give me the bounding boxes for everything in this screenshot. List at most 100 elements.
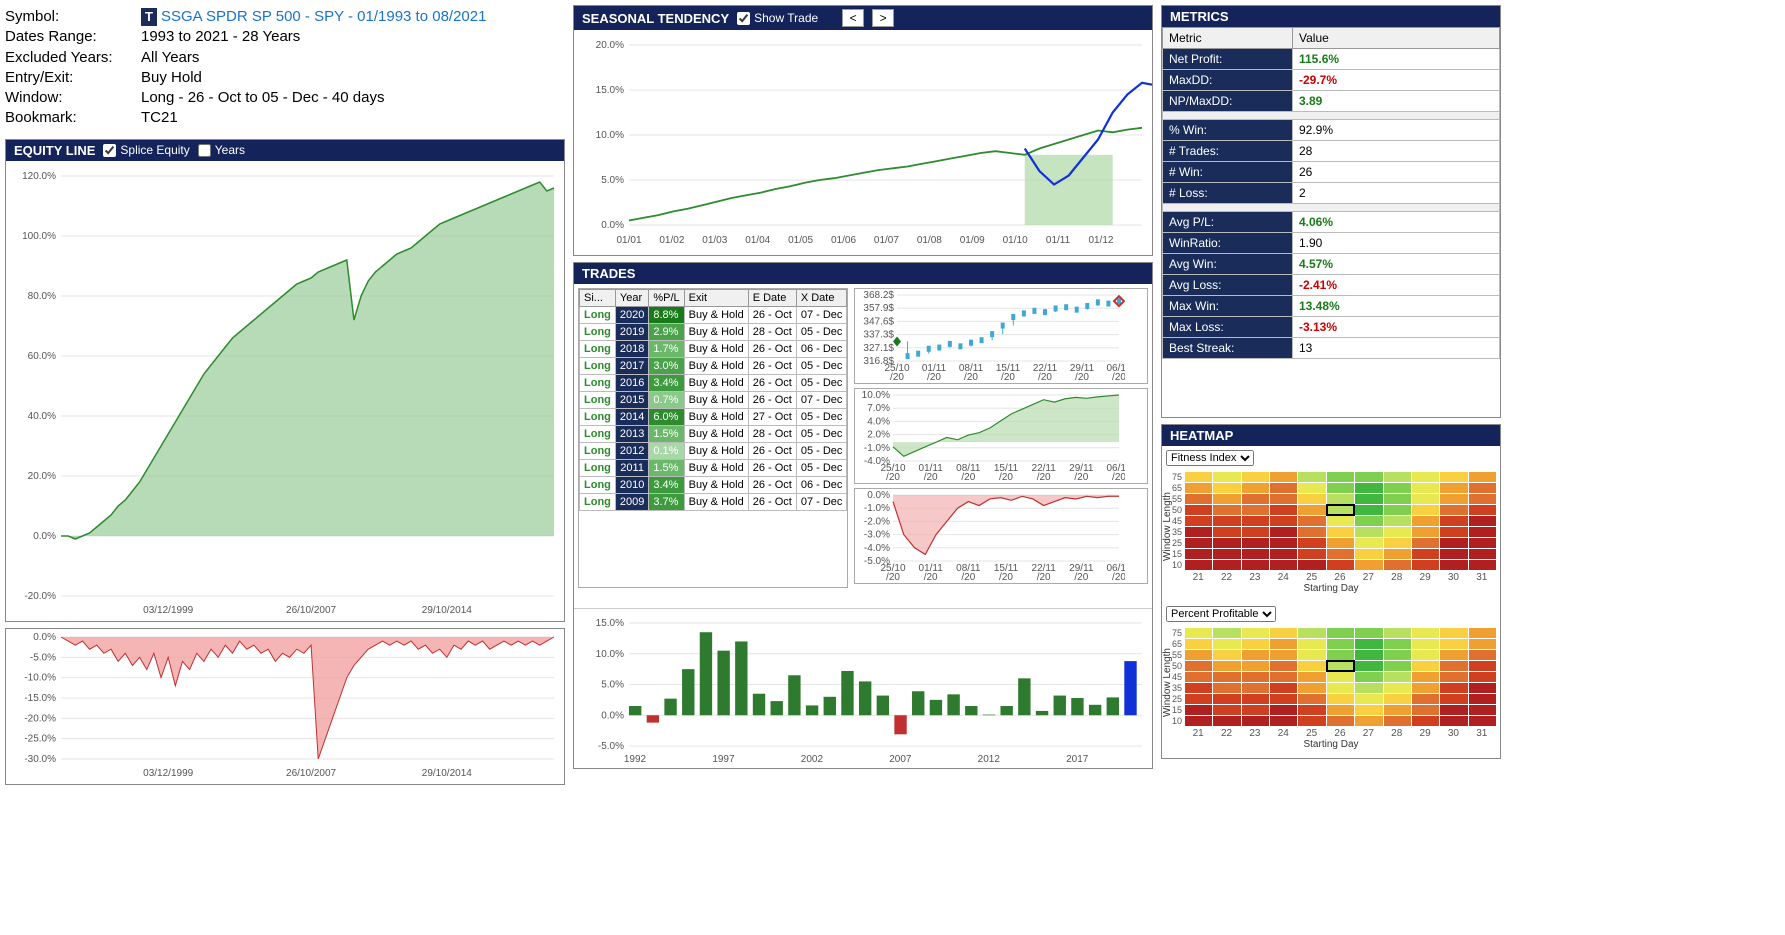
heatmap-cell[interactable]: [1440, 494, 1467, 504]
table-row[interactable]: Long20111.5%Buy & Hold26 - Oct05 - Dec: [580, 460, 847, 477]
table-row[interactable]: Long20192.9%Buy & Hold28 - Oct05 - Dec: [580, 324, 847, 341]
heatmap-cell[interactable]: [1213, 694, 1240, 704]
heatmap-cell[interactable]: [1242, 538, 1269, 548]
heatmap-cell[interactable]: [1469, 549, 1496, 559]
heatmap-cell[interactable]: [1185, 549, 1212, 559]
heatmap-cell[interactable]: [1412, 549, 1439, 559]
heatmap-cell[interactable]: [1270, 650, 1297, 660]
heatmap-cell[interactable]: [1327, 628, 1354, 638]
chk-show-trade[interactable]: Show Trade: [737, 11, 818, 25]
heatmap-cell[interactable]: [1412, 661, 1439, 671]
heatmap-cell[interactable]: [1298, 472, 1325, 482]
heatmap-cell[interactable]: [1185, 527, 1212, 537]
heatmap-cell[interactable]: [1355, 538, 1382, 548]
heatmap-cell[interactable]: [1412, 639, 1439, 649]
heatmap-cell[interactable]: [1298, 694, 1325, 704]
table-row[interactable]: Long20181.7%Buy & Hold26 - Oct06 - Dec: [580, 341, 847, 358]
heatmap-cell[interactable]: [1185, 494, 1212, 504]
table-row[interactable]: Long20103.4%Buy & Hold26 - Oct06 - Dec: [580, 477, 847, 494]
heatmap-cell[interactable]: [1185, 516, 1212, 526]
heatmap-cell[interactable]: [1412, 628, 1439, 638]
heatmap-cell[interactable]: [1327, 716, 1354, 726]
heatmap-cell[interactable]: [1412, 472, 1439, 482]
heatmap-cell[interactable]: [1298, 538, 1325, 548]
heatmap-cell[interactable]: [1270, 672, 1297, 682]
heatmap-cell[interactable]: [1242, 483, 1269, 493]
heatmap-cell[interactable]: [1242, 683, 1269, 693]
heatmap-cell[interactable]: [1327, 694, 1354, 704]
heatmap-cell[interactable]: [1384, 716, 1411, 726]
heatmap-cell[interactable]: [1412, 560, 1439, 570]
table-row[interactable]: Long20120.1%Buy & Hold26 - Oct05 - Dec: [580, 443, 847, 460]
heatmap-cell[interactable]: [1270, 560, 1297, 570]
heatmap-cell[interactable]: [1242, 505, 1269, 515]
heatmap-cell[interactable]: [1469, 628, 1496, 638]
heatmap-cell[interactable]: [1355, 683, 1382, 693]
heatmap-cell[interactable]: [1469, 538, 1496, 548]
heatmap-cell[interactable]: [1440, 483, 1467, 493]
heatmap-cell[interactable]: [1469, 650, 1496, 660]
heatmap-cell[interactable]: [1355, 527, 1382, 537]
heatmap-cell[interactable]: [1270, 694, 1297, 704]
heatmap-cell[interactable]: [1327, 672, 1354, 682]
heatmap-cell[interactable]: [1355, 483, 1382, 493]
heatmap-cell[interactable]: [1213, 560, 1240, 570]
heatmap-cell[interactable]: [1412, 694, 1439, 704]
heatmap-cell[interactable]: [1185, 661, 1212, 671]
table-row[interactable]: Long20131.5%Buy & Hold28 - Oct05 - Dec: [580, 426, 847, 443]
heatmap-cell[interactable]: [1327, 472, 1354, 482]
heatmap-cell[interactable]: [1355, 705, 1382, 715]
heatmap-cell[interactable]: [1213, 549, 1240, 559]
chk-years[interactable]: Years: [198, 143, 245, 157]
heatmap-cell[interactable]: [1384, 639, 1411, 649]
heatmap-cell[interactable]: [1298, 661, 1325, 671]
heatmap-cell[interactable]: [1213, 672, 1240, 682]
heatmap-cell[interactable]: [1384, 527, 1411, 537]
heatmap-cell[interactable]: [1384, 472, 1411, 482]
heatmap-cell[interactable]: [1412, 650, 1439, 660]
trades-col[interactable]: Exit: [684, 290, 748, 307]
heatmap-cell[interactable]: [1327, 516, 1354, 526]
heatmap-cell[interactable]: [1270, 527, 1297, 537]
heatmap-cell[interactable]: [1298, 560, 1325, 570]
heatmap-cell[interactable]: [1412, 483, 1439, 493]
heatmap-cell[interactable]: [1213, 483, 1240, 493]
table-row[interactable]: Long20093.7%Buy & Hold26 - Oct07 - Dec: [580, 494, 847, 511]
heatmap-cell[interactable]: [1384, 516, 1411, 526]
heatmap-cell[interactable]: [1384, 628, 1411, 638]
trades-col[interactable]: X Date: [796, 290, 847, 307]
trades-hscroll[interactable]: [578, 588, 848, 604]
heatmap-cell[interactable]: [1242, 527, 1269, 537]
heatmap-cell[interactable]: [1469, 716, 1496, 726]
heatmap-cell[interactable]: [1298, 494, 1325, 504]
heatmap-cell[interactable]: [1440, 472, 1467, 482]
trades-col[interactable]: Si...: [580, 290, 616, 307]
heatmap-cell[interactable]: [1185, 683, 1212, 693]
heatmap-cell[interactable]: [1185, 483, 1212, 493]
symbol-link[interactable]: SSGA SPDR SP 500 - SPY - 01/1993 to 08/2…: [161, 8, 487, 25]
heatmap-cell[interactable]: [1469, 527, 1496, 537]
heatmap-cell[interactable]: [1185, 472, 1212, 482]
heatmap-cell[interactable]: [1384, 683, 1411, 693]
heatmap-cell[interactable]: [1327, 661, 1354, 671]
heatmap-cell[interactable]: [1384, 538, 1411, 548]
heatmap-cell[interactable]: [1469, 672, 1496, 682]
heatmap-cell[interactable]: [1355, 639, 1382, 649]
heatmap-cell[interactable]: [1327, 538, 1354, 548]
heatmap-cell[interactable]: [1298, 672, 1325, 682]
heatmap-cell[interactable]: [1440, 527, 1467, 537]
heatmap-cell[interactable]: [1298, 516, 1325, 526]
heatmap-cell[interactable]: [1355, 472, 1382, 482]
heatmap-cell[interactable]: [1213, 705, 1240, 715]
trades-table-scroll[interactable]: Si...Year%P/LExitE DateX DateLong20208.8…: [578, 288, 848, 588]
heatmap-cell[interactable]: [1384, 705, 1411, 715]
heatmap-cell[interactable]: [1355, 560, 1382, 570]
heatmap-cell[interactable]: [1213, 639, 1240, 649]
heatmap-cell[interactable]: [1213, 628, 1240, 638]
heatmap-cell[interactable]: [1213, 494, 1240, 504]
heatmap-cell[interactable]: [1298, 705, 1325, 715]
table-row[interactable]: Long20146.0%Buy & Hold27 - Oct05 - Dec: [580, 409, 847, 426]
heatmap-cell[interactable]: [1440, 650, 1467, 660]
heatmap-cell[interactable]: [1355, 661, 1382, 671]
heatmap-cell[interactable]: [1270, 516, 1297, 526]
